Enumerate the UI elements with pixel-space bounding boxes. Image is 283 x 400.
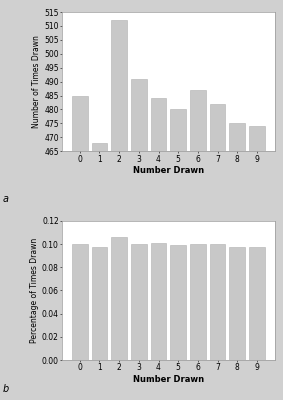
Bar (92, 248, 107, 360)
Bar (230, 248, 245, 360)
Bar (210, 244, 226, 360)
Bar (249, 248, 265, 360)
Bar (111, 237, 127, 360)
Bar (230, 123, 245, 400)
Bar (190, 244, 206, 360)
Bar (151, 98, 166, 400)
Bar (72, 96, 88, 400)
Bar (210, 104, 226, 400)
Bar (92, 143, 107, 400)
Y-axis label: Percentage of Times Drawn: Percentage of Times Drawn (30, 238, 39, 343)
Text: a: a (3, 194, 9, 204)
X-axis label: Number Drawn: Number Drawn (133, 166, 204, 176)
Bar (72, 244, 88, 360)
Bar (249, 126, 265, 400)
Bar (170, 245, 186, 360)
Bar (151, 243, 166, 360)
Bar (131, 244, 147, 360)
Y-axis label: Number of Times Drawn: Number of Times Drawn (32, 35, 41, 128)
Text: b: b (3, 384, 9, 394)
Bar (111, 20, 127, 400)
Bar (190, 90, 206, 400)
Bar (170, 110, 186, 400)
X-axis label: Number Drawn: Number Drawn (133, 375, 204, 384)
Bar (131, 79, 147, 400)
